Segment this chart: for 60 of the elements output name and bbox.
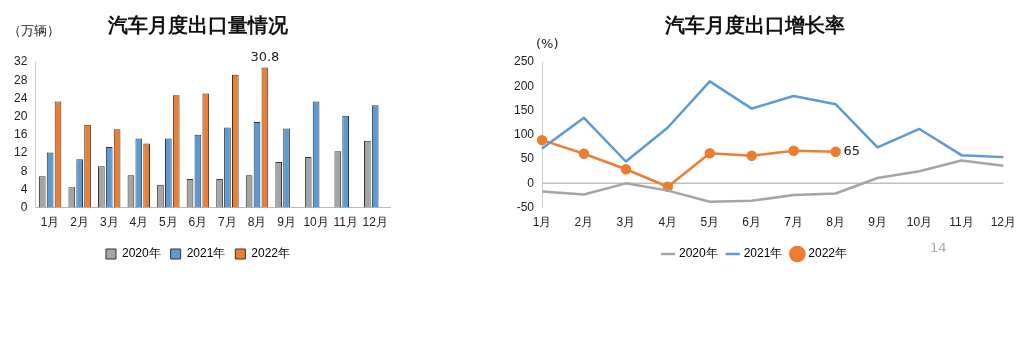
point <box>746 150 757 161</box>
x-tick-label: 8月 <box>826 215 845 230</box>
text: 14 <box>930 240 947 255</box>
legend-label: 2022年 <box>808 246 848 261</box>
y-tick-label: 0 <box>20 199 28 214</box>
data-label: 30.8 <box>250 49 280 65</box>
x-tick-label: 1月 <box>40 215 60 230</box>
point <box>788 145 799 157</box>
x-tick-label: 6月 <box>742 215 762 230</box>
legend-label: 2021年 <box>186 246 226 261</box>
x-tick-label: 10月 <box>303 215 329 230</box>
y-tick-label: 28 <box>13 72 28 87</box>
chart-title: 汽车月度出口量情况 <box>107 13 289 36</box>
point <box>704 147 716 159</box>
y-tick-label: 100 <box>513 127 535 142</box>
x-tick-label: 3月 <box>99 215 119 230</box>
x-tick-label: 12月 <box>362 215 388 230</box>
x-tick-label: 3月 <box>616 215 636 230</box>
legend-label: 2020年 <box>678 246 718 261</box>
x-tick-label: 1月 <box>532 215 552 230</box>
x-tick-label: 6月 <box>188 215 208 230</box>
x-tick-label: 11月 <box>333 215 358 230</box>
y-tick-label: 12 <box>13 145 28 160</box>
y-tick-label: 50 <box>520 151 535 166</box>
x-tick-label: 12月 <box>990 215 1017 230</box>
point <box>620 164 632 175</box>
legend-label: 2020年 <box>121 246 161 261</box>
x-tick-label: 9月 <box>277 215 296 230</box>
chart-title: 汽车月度出口增长率 <box>664 13 845 36</box>
x-tick-label: 2月 <box>70 215 90 230</box>
y-tick-label: 16 <box>13 127 28 142</box>
x-tick-label: 8月 <box>247 215 267 230</box>
point <box>830 146 841 158</box>
x-tick-label: 2月 <box>574 215 594 230</box>
data-label: 65 <box>843 143 861 159</box>
y-tick-label: 150 <box>513 102 535 117</box>
y-tick-label: 0 <box>527 175 535 190</box>
x-tick-label: 7月 <box>218 215 237 230</box>
y-tick-label: -50 <box>516 199 535 214</box>
legend-label: 2021年 <box>743 246 783 261</box>
point <box>578 148 590 159</box>
x-tick-label: 9月 <box>868 215 887 230</box>
y-axis-title: (%) <box>536 36 559 51</box>
y-tick-label: 4 <box>20 181 28 196</box>
y-tick-label: 20 <box>13 108 28 123</box>
y-tick-label: 250 <box>513 54 535 69</box>
legend-label: 2022年 <box>251 246 291 261</box>
x-tick-label: 4月 <box>129 215 149 230</box>
y-tick-label: 32 <box>13 54 28 69</box>
y-axis-title: （万辆） <box>8 22 60 40</box>
x-tick-label: 10月 <box>906 215 933 230</box>
x-tick-label: 7月 <box>784 215 803 230</box>
x-tick-label: 5月 <box>700 215 720 230</box>
x-tick-label: 5月 <box>159 215 178 230</box>
y-tick-label: 24 <box>13 90 28 105</box>
y-tick-label: 200 <box>513 78 535 93</box>
point <box>536 134 548 146</box>
x-tick-label: 4月 <box>658 215 678 230</box>
y-tick-label: 8 <box>20 163 28 178</box>
x-tick-label: 11月 <box>949 215 974 230</box>
